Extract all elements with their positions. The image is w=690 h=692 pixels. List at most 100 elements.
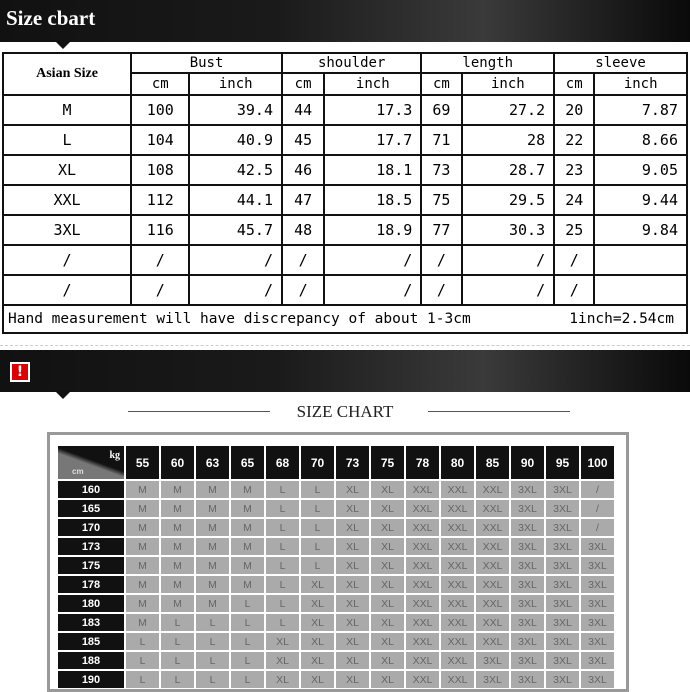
table-cell: 3XL xyxy=(1,214,133,246)
weight-header: 95 xyxy=(546,446,579,479)
table-cell: 39.4 xyxy=(188,94,283,126)
size-cell: / xyxy=(581,500,614,517)
size-cell: 3XL xyxy=(511,519,544,536)
size-cell: M xyxy=(126,557,159,574)
divider xyxy=(0,345,690,346)
size-cell: 3XL xyxy=(511,671,544,688)
size-cell: 3XL xyxy=(546,557,579,574)
unit-header: inch xyxy=(460,72,556,96)
size-cell: XXL xyxy=(406,557,439,574)
size-cell: XL xyxy=(371,633,404,650)
table-cell: / xyxy=(420,274,463,306)
size-cell: 3XL xyxy=(511,500,544,517)
size-cell: L xyxy=(231,652,264,669)
chart-row: 190 L L L L XL XL XL XL XXL XXL 3XL 3XL 3XL 3XL xyxy=(58,671,614,688)
unit-header: cm xyxy=(420,72,463,96)
size-cell: 3XL xyxy=(581,671,614,688)
weight-header: 70 xyxy=(301,446,334,479)
size-cell: M xyxy=(161,481,194,498)
size-cell: XXL xyxy=(406,481,439,498)
title-line-left xyxy=(128,411,270,412)
size-cell: M xyxy=(196,519,229,536)
size-cell: 3XL xyxy=(546,500,579,517)
title-line-right xyxy=(428,411,570,412)
size-cell: XL xyxy=(336,614,369,631)
size-cell: XL xyxy=(371,652,404,669)
table-cell: 29.5 xyxy=(460,184,556,216)
size-cell: XXL xyxy=(476,614,509,631)
table-cell: 112 xyxy=(130,184,191,216)
size-cell: XXL xyxy=(441,557,474,574)
size-cell: 3XL xyxy=(476,671,509,688)
size-cell: XXL xyxy=(441,652,474,669)
height-header: 180 xyxy=(58,595,124,612)
size-cell: M xyxy=(126,519,159,536)
size-cell: M xyxy=(231,481,264,498)
size-cell: M xyxy=(196,481,229,498)
height-header: 173 xyxy=(58,538,124,555)
size-cell: XL xyxy=(266,671,299,688)
size-cell: XL xyxy=(301,614,334,631)
size-cell: XL xyxy=(301,595,334,612)
weight-header: 60 xyxy=(161,446,194,479)
chart-row: 175 M M M M L L XL XL XXL XXL XXL 3XL 3XL 3XL xyxy=(58,557,614,574)
size-cell: XXL xyxy=(476,633,509,650)
size-cell: M xyxy=(231,538,264,555)
chart-row: 180 M M M L L XL XL XL XXL XXL XXL 3XL 3XL 3XL xyxy=(58,595,614,612)
table-cell: 9.05 xyxy=(593,154,688,186)
table-cell: 77 xyxy=(420,214,463,246)
table-cell: 46 xyxy=(280,154,326,186)
asian-size-header: Asian Size xyxy=(1,52,133,96)
table-cell: 7.87 xyxy=(593,94,688,126)
size-cell: M xyxy=(196,576,229,593)
unit-header: cm xyxy=(130,72,191,96)
size-cell: XXL xyxy=(406,519,439,536)
chart-row: 178 M M M M L XL XL XL XXL XXL XXL 3XL 3XL 3XL xyxy=(58,576,614,593)
table-cell: 22 xyxy=(553,124,596,156)
unit-header: inch xyxy=(188,72,283,96)
size-cell: XL xyxy=(371,481,404,498)
size-cell: XL xyxy=(371,500,404,517)
size-cell: L xyxy=(196,671,229,688)
chart-row: 170 M M M M L L XL XL XXL XXL XXL 3XL 3XL / xyxy=(58,519,614,536)
size-cell: 3XL xyxy=(581,595,614,612)
size-cell: L xyxy=(231,614,264,631)
table-cell: / xyxy=(280,244,326,276)
table-cell: 45 xyxy=(280,124,326,156)
footnote-row: Hand measurement will have discrepancy o… xyxy=(2,304,688,334)
size-cell: XXL xyxy=(406,595,439,612)
cm-label: cm xyxy=(72,467,84,476)
size-cell: M xyxy=(196,538,229,555)
height-header: 183 xyxy=(58,614,124,631)
size-cell: L xyxy=(196,633,229,650)
table-cell: XL xyxy=(1,154,133,186)
table-cell: 108 xyxy=(130,154,191,186)
table-cell: 24 xyxy=(553,184,596,216)
height-header: 178 xyxy=(58,576,124,593)
size-cell: L xyxy=(266,557,299,574)
unit-header: inch xyxy=(323,72,423,96)
size-cell: 3XL xyxy=(581,614,614,631)
size-cell: M xyxy=(161,500,194,517)
table-row: L 104 40.9 45 17.7 71 28 22 8.66 xyxy=(1,124,688,156)
height-header: 188 xyxy=(58,652,124,669)
size-cell: M xyxy=(231,500,264,517)
table-cell: 69 xyxy=(420,94,463,126)
table-cell: 45.7 xyxy=(188,214,283,246)
table-row: M 100 39.4 44 17.3 69 27.2 20 7.87 xyxy=(1,94,688,126)
size-cell: XL xyxy=(336,481,369,498)
weight-header: 68 xyxy=(266,446,299,479)
size-cell: L xyxy=(196,652,229,669)
group-header: Bust xyxy=(130,52,283,74)
table-cell: 20 xyxy=(553,94,596,126)
size-cell: M xyxy=(161,576,194,593)
size-cell: XXL xyxy=(406,538,439,555)
size-chart-banner: Size cbart xyxy=(0,0,690,42)
height-header: 160 xyxy=(58,481,124,498)
corner-header: kg cm xyxy=(58,446,124,479)
warning-icon: ! xyxy=(10,362,30,382)
weight-header: 85 xyxy=(476,446,509,479)
size-cell: XL xyxy=(336,519,369,536)
size-cell: 3XL xyxy=(511,633,544,650)
size-cell: XL xyxy=(371,614,404,631)
